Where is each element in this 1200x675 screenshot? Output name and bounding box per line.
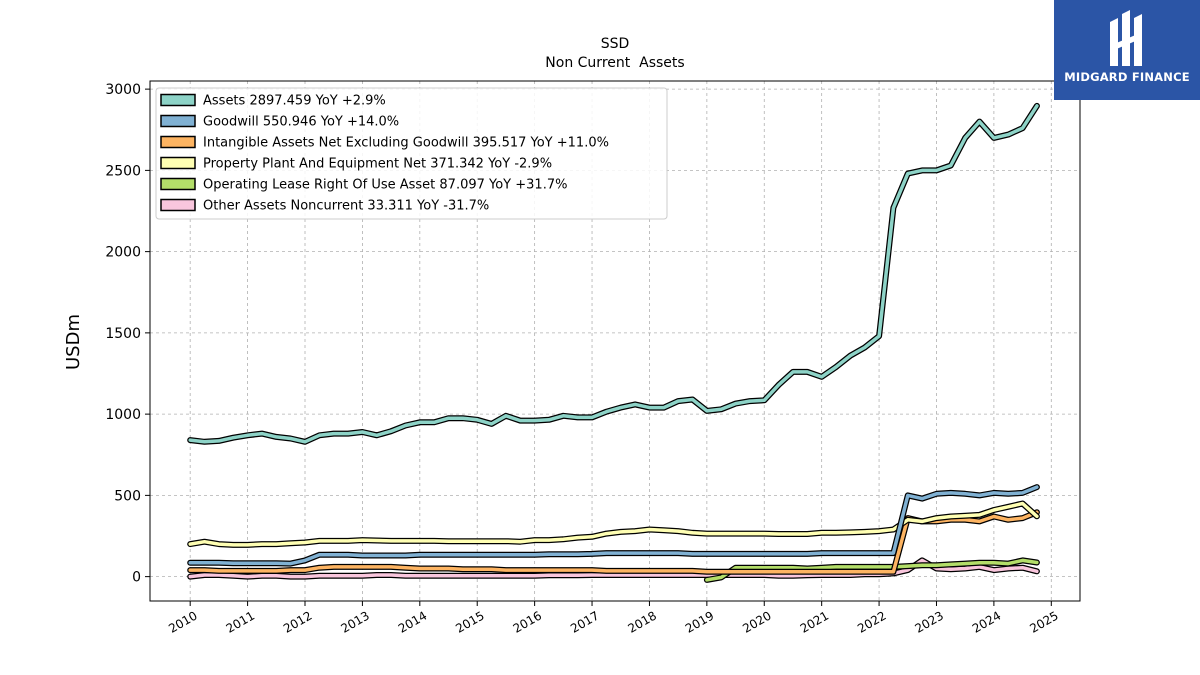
plot-frame [149,80,1081,602]
series-line-goodwill [188,485,1039,566]
chart-subtitle: Non Current Assets [545,55,684,71]
x-tick-label: 2018 [625,608,658,635]
series-line-assets [188,104,1039,444]
y-tick-label: 500 [114,488,141,504]
legend-label: Intangible Assets Net Excluding Goodwill… [203,136,609,151]
y-tick-label: 1000 [105,407,141,423]
legend-swatch [160,156,196,170]
legend-swatch [160,93,196,107]
x-tick-label: 2022 [855,608,888,635]
legend-label: Operating Lease Right Of Use Asset 87.09… [203,178,567,193]
legend: Assets 2897.459 YoY +2.9% Goodwill 550.94… [155,87,668,220]
y-tick-label: 1500 [105,326,141,342]
series-line-intangible-assets-net-excluding-goodwill [188,510,1039,574]
legend-label: Other Assets Noncurrent 33.311 YoY -31.7… [203,199,489,214]
x-tick-label: 2023 [913,608,946,635]
x-tick-label: 2016 [511,608,544,635]
series-outline-property-plant-and-equipment-net [187,500,1040,548]
x-tick-label: 2013 [338,608,371,635]
x-tick-label: 2014 [396,608,429,635]
legend-swatch [160,114,196,128]
legend-box [155,87,668,220]
series-line-property-plant-and-equipment-net [188,501,1039,547]
midgard-logo-icon [1110,10,1142,66]
y-tick-label: 0 [132,570,141,586]
legend-label: Assets 2897.459 YoY +2.9% [203,94,386,109]
chart-title: SSD [601,36,630,52]
logo-text: MIDGARD FINANCE [1064,70,1190,84]
x-tick-label: 2017 [568,608,601,635]
legend-swatch [160,135,196,149]
y-tick-label: 2000 [105,245,141,261]
x-tick-label: 2012 [281,608,314,635]
legend-swatch [160,198,196,212]
x-tick-label: 2019 [683,608,716,635]
x-tick-label: 2011 [224,608,257,635]
x-tick-label: 2025 [1027,608,1060,635]
series-line-operating-lease-right-of-use-asset [705,558,1039,582]
legend-label: Goodwill 550.946 YoY +14.0% [203,115,399,130]
series-layer [187,102,1040,583]
x-tick-label: 2024 [970,608,1003,635]
y-tick-label: 2500 [105,163,141,179]
y-axis-label: USDm [63,314,84,370]
x-tick-label: 2021 [798,608,831,635]
logo: MIDGARD FINANCE [1054,0,1200,100]
legend-label: Property Plant And Equipment Net 371.342… [203,157,552,172]
legend-swatch [160,177,196,191]
x-tick-label: 2020 [740,608,773,635]
y-tick-label: 3000 [105,82,141,98]
x-tick-label: 2010 [166,608,199,635]
x-tick-label: 2015 [453,608,486,635]
